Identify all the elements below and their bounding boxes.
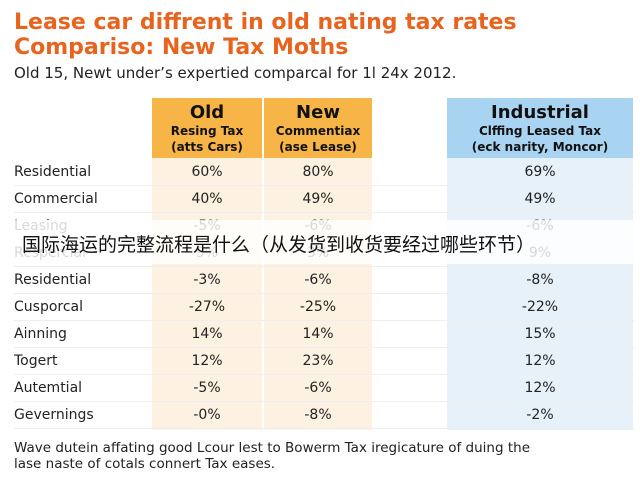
- column-title: Old: [189, 102, 225, 123]
- cell: -5%: [193, 380, 221, 396]
- column-title: Industrial: [491, 102, 589, 123]
- column-subtitle: Clffing Leased Tax: [478, 124, 602, 138]
- column-subtitle: Resing Tax: [170, 124, 244, 138]
- cell: -25%: [299, 299, 337, 315]
- row-label: Residential: [14, 164, 92, 180]
- row-divider: [14, 212, 634, 213]
- cell: -6%: [304, 272, 332, 288]
- cell: -27%: [188, 299, 226, 315]
- cell: 23%: [302, 353, 334, 369]
- cell: 49%: [302, 191, 334, 207]
- cell: 80%: [302, 164, 334, 180]
- column-subtitle: (ase Lease): [279, 140, 357, 154]
- row-divider: [14, 401, 634, 402]
- row-divider: [14, 347, 634, 348]
- row-label: Residential: [14, 272, 92, 288]
- row-divider: [14, 185, 634, 186]
- cell: 69%: [524, 164, 556, 180]
- cell: 12%: [524, 353, 556, 369]
- overlay-band: [0, 220, 640, 264]
- row-label: Autemtial: [14, 380, 83, 396]
- cell: 14%: [302, 326, 334, 342]
- overlay-text: 国际海运的完整流程是什么（从发货到收货要经过哪些环节）: [22, 234, 536, 256]
- cell: 49%: [524, 191, 556, 207]
- cell: -6%: [304, 380, 332, 396]
- footer: Wave dutein affating good Lcour lest to …: [14, 440, 531, 456]
- column-header: Industrial Clffing Leased Tax (eck narity,…: [447, 98, 633, 158]
- cell: -8%: [304, 407, 332, 423]
- row-divider: [14, 320, 634, 321]
- column-header: New Commentiax (ase Lease): [264, 98, 372, 158]
- column-subtitle: (atts Cars): [171, 140, 243, 154]
- cell: 12%: [191, 353, 223, 369]
- cell: -22%: [521, 299, 559, 315]
- cell: 14%: [191, 326, 223, 342]
- cell: -3%: [193, 272, 221, 288]
- cell: 15%: [524, 326, 556, 342]
- row-divider: [14, 293, 634, 294]
- cell: -2%: [526, 407, 554, 423]
- cell: 60%: [191, 164, 223, 180]
- cell: -8%: [526, 272, 554, 288]
- row-divider: [14, 374, 634, 375]
- row-label: Commercial: [14, 191, 98, 207]
- row-label: Ainning: [14, 326, 67, 342]
- column-subtitle: (eck narity, Moncor): [471, 140, 609, 154]
- row-label: Gevernings: [14, 407, 94, 423]
- footer: lase naste of cotals connert Tax eases.: [14, 456, 276, 472]
- column-header: Old Resing Tax (atts Cars): [152, 98, 262, 158]
- row-divider: [14, 266, 634, 267]
- title: Lease car diffrent in old nating tax rat…: [14, 10, 517, 35]
- column-subtitle: Commentiax: [275, 124, 361, 138]
- column-title: New: [296, 102, 340, 123]
- title: Compariso: New Tax Moths: [14, 35, 349, 60]
- subtitle: Old 15, Newt under’s expertied comparcal…: [14, 64, 457, 82]
- cell: -0%: [193, 407, 221, 423]
- row-label: Cusporcal: [14, 299, 84, 315]
- cell: 12%: [524, 380, 556, 396]
- row-divider: [14, 428, 634, 429]
- cell: 40%: [191, 191, 223, 207]
- row-label: Togert: [14, 353, 58, 369]
